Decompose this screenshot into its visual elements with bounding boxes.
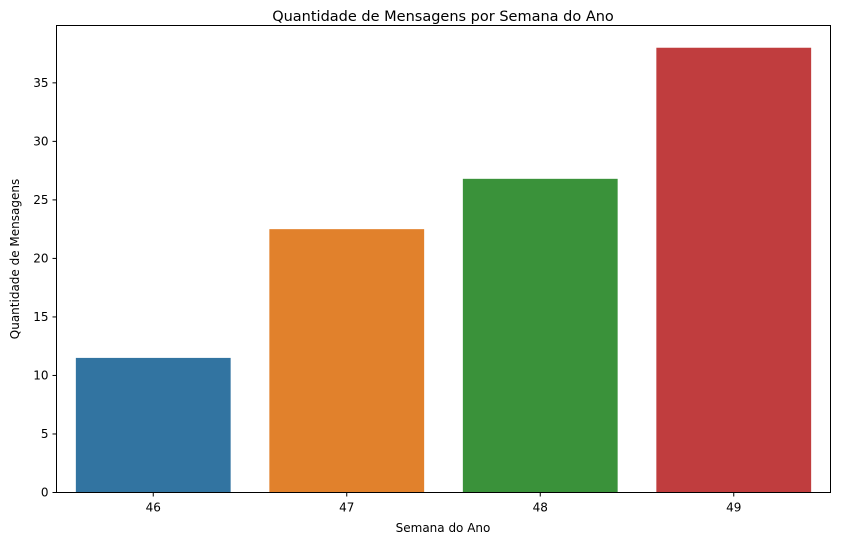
y-tick-label: 30: [33, 134, 48, 148]
bars-group: [75, 47, 812, 493]
y-tick-label: 5: [41, 427, 49, 441]
y-tick-label: 35: [33, 76, 48, 90]
x-tick-label: 48: [533, 501, 548, 515]
y-tick-label: 20: [33, 251, 48, 265]
bar-week-46: [75, 357, 231, 493]
y-tick-label: 15: [33, 310, 48, 324]
bar-week-48: [462, 178, 618, 493]
x-axis-label: Semana do Ano: [396, 521, 491, 535]
y-axis-label: Quantidade de Mensagens: [8, 179, 22, 339]
bar-week-47: [269, 229, 425, 493]
bar-week-49: [656, 47, 812, 493]
y-axis-ticks: 0 5 10 15 20 25 30 35: [33, 76, 57, 500]
chart-title: Quantidade de Mensagens por Semana do An…: [272, 9, 614, 25]
x-axis-ticks: 46 47 48 49: [146, 492, 741, 515]
x-tick-label: 47: [339, 501, 354, 515]
y-tick-label: 10: [33, 368, 48, 382]
x-tick-label: 46: [146, 501, 161, 515]
plot-frame: [56, 25, 831, 493]
y-tick-label: 0: [41, 486, 49, 500]
x-tick-label: 49: [726, 501, 741, 515]
y-tick-label: 25: [33, 193, 48, 207]
